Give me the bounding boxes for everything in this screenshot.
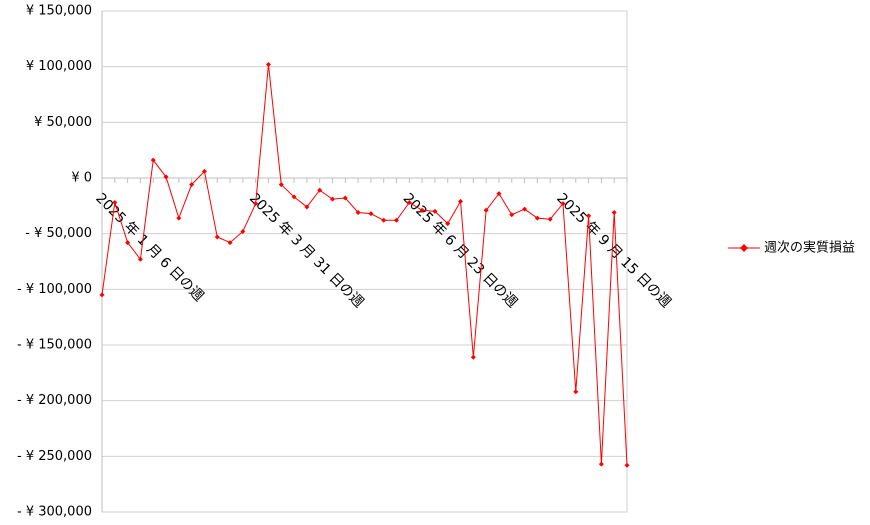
data-point bbox=[176, 215, 182, 221]
data-point bbox=[406, 199, 412, 205]
data-point bbox=[573, 389, 579, 395]
y-tick-label: - ¥ 150,000 bbox=[17, 338, 92, 353]
data-point bbox=[419, 207, 425, 213]
data-point bbox=[470, 354, 476, 360]
data-point bbox=[214, 234, 220, 240]
data-point bbox=[304, 204, 310, 210]
x-tick-label: 2025 年 6 月 23 日の週 bbox=[400, 190, 521, 311]
data-point bbox=[368, 211, 374, 217]
legend-label: 週次の実質損益 bbox=[764, 240, 855, 256]
data-point bbox=[253, 201, 259, 207]
data-point bbox=[137, 256, 143, 262]
data-point bbox=[278, 182, 284, 188]
data-point bbox=[342, 195, 348, 201]
data-point bbox=[598, 461, 604, 467]
x-tick-label: 2025 年 1 月 6 日の週 bbox=[92, 190, 206, 304]
data-point bbox=[611, 210, 617, 216]
legend-marker bbox=[740, 244, 748, 252]
y-tick-label: - ¥ 250,000 bbox=[17, 449, 92, 464]
y-tick-label: ¥ 150,000 bbox=[26, 4, 92, 19]
data-point bbox=[522, 206, 528, 212]
data-point bbox=[150, 157, 156, 163]
data-point bbox=[189, 182, 195, 188]
y-tick-label: - ¥ 300,000 bbox=[17, 505, 92, 520]
data-point bbox=[586, 213, 592, 219]
y-tick-label: - ¥ 100,000 bbox=[17, 282, 92, 297]
data-point bbox=[291, 194, 297, 200]
data-point bbox=[240, 228, 246, 234]
data-point bbox=[329, 196, 335, 202]
data-point bbox=[201, 168, 207, 174]
data-point bbox=[458, 198, 464, 204]
data-point bbox=[317, 187, 323, 193]
data-point bbox=[163, 174, 169, 180]
data-point bbox=[509, 212, 515, 218]
data-point bbox=[496, 191, 502, 197]
y-tick-label: ¥ 50,000 bbox=[34, 115, 92, 130]
data-point bbox=[381, 217, 387, 223]
data-point bbox=[99, 292, 105, 298]
data-point bbox=[432, 208, 438, 214]
data-point bbox=[547, 216, 553, 222]
data-point bbox=[534, 215, 540, 221]
data-point bbox=[112, 199, 118, 205]
data-point bbox=[265, 61, 271, 67]
series-line bbox=[101, 64, 628, 466]
data-point bbox=[125, 240, 131, 246]
data-point bbox=[445, 221, 451, 227]
y-tick-label: - ¥ 200,000 bbox=[17, 393, 92, 408]
data-point bbox=[394, 217, 400, 223]
x-tick-label: 2025 年 9 月 15 日の週 bbox=[553, 190, 674, 311]
data-point bbox=[483, 207, 489, 213]
y-tick-label: ¥ 0 bbox=[71, 171, 92, 186]
data-point bbox=[227, 240, 233, 246]
data-point bbox=[624, 462, 630, 468]
y-tick-label: - ¥ 50,000 bbox=[25, 226, 92, 241]
plot-area bbox=[101, 10, 628, 513]
data-point bbox=[355, 210, 361, 216]
data-point bbox=[560, 201, 566, 207]
y-tick-label: ¥ 100,000 bbox=[26, 59, 92, 74]
